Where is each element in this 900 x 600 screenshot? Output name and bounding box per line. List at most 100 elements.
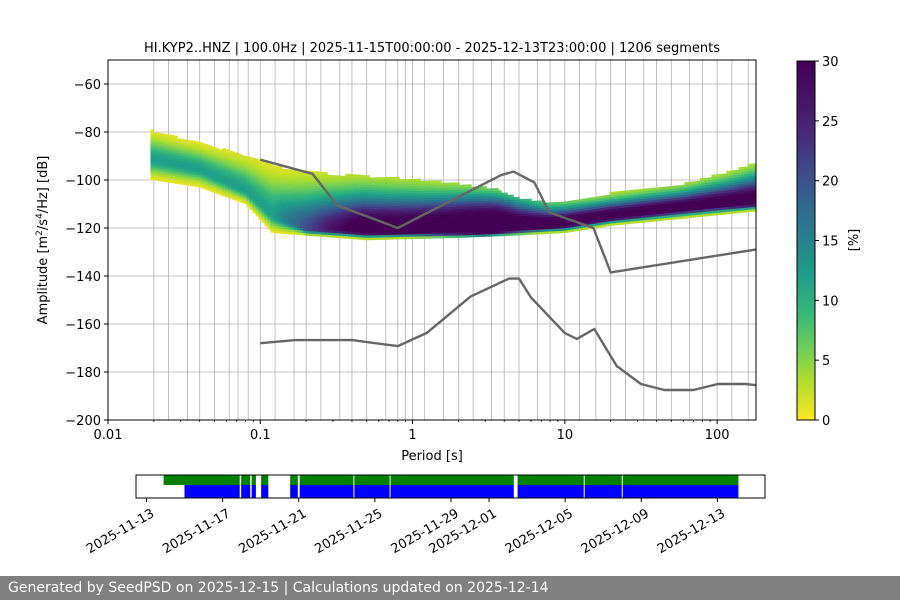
heatmap-cell xyxy=(174,161,178,165)
heatmap-cell xyxy=(411,183,415,187)
heatmap-cell xyxy=(699,192,703,196)
availability-strip: 2025-11-13 2025-11-17 2025-11-21 2025-11-25… xyxy=(84,474,766,557)
heatmap-cell xyxy=(681,192,685,195)
heatmap-cell xyxy=(381,229,385,233)
heatmap-cell xyxy=(381,213,385,216)
heatmap-cell xyxy=(468,232,472,236)
series-line-nhnm xyxy=(259,158,756,274)
heatmap-cell xyxy=(621,195,625,199)
heatmap-cell xyxy=(351,193,355,197)
heatmap-cell xyxy=(753,201,756,205)
heatmap-cell xyxy=(492,188,496,191)
heatmap-cell xyxy=(279,199,283,203)
heatmap-cell xyxy=(495,226,499,230)
heatmap-cell xyxy=(420,188,424,191)
heatmap-cell xyxy=(306,228,310,232)
heatmap-cell xyxy=(585,200,589,204)
heatmap-cell xyxy=(195,160,199,164)
heatmap-cell xyxy=(156,132,160,136)
heatmap-cell xyxy=(552,216,556,220)
heatmap-cell xyxy=(246,194,250,198)
heatmap-cell xyxy=(486,202,490,206)
heatmap-cell xyxy=(348,217,352,220)
heatmap-cell xyxy=(579,215,583,219)
heatmap-cell xyxy=(327,174,331,178)
heatmap-cell xyxy=(189,154,193,158)
heatmap-cell xyxy=(681,206,685,210)
heatmap-cell xyxy=(696,190,700,194)
heatmap-cell xyxy=(441,211,445,215)
heatmap-cell xyxy=(390,196,394,199)
heatmap-cell xyxy=(528,227,532,231)
heatmap-cell xyxy=(747,171,751,174)
heatmap-cell xyxy=(579,206,583,209)
heatmap-cell xyxy=(684,210,688,214)
heatmap-cell xyxy=(621,219,625,223)
heatmap-cell xyxy=(432,216,436,220)
heatmap-cell xyxy=(276,199,280,203)
heatmap-cell xyxy=(546,228,550,232)
heatmap-cell xyxy=(630,194,634,198)
heatmap-cell xyxy=(243,179,247,183)
heatmap-cell xyxy=(153,175,157,179)
heatmap-cell xyxy=(261,213,265,216)
heatmap-cell xyxy=(657,211,661,214)
heatmap-cell xyxy=(741,195,745,199)
heatmap-cell xyxy=(441,192,445,196)
heatmap-cell xyxy=(288,198,292,201)
heatmap-cell xyxy=(495,231,499,234)
heatmap-cell xyxy=(264,204,268,208)
heatmap-cell xyxy=(636,220,640,224)
heatmap-cell xyxy=(681,187,685,190)
heatmap-cell xyxy=(156,166,160,169)
heatmap-cell xyxy=(540,212,544,216)
heatmap-cell xyxy=(426,188,430,191)
heatmap-cell xyxy=(576,201,580,205)
heatmap-cell xyxy=(249,188,253,191)
heatmap-cell xyxy=(477,195,481,199)
heatmap-cell xyxy=(309,233,313,237)
heatmap-cell xyxy=(423,204,427,208)
heatmap-cell xyxy=(258,166,262,170)
heatmap-cell xyxy=(618,219,622,223)
heatmap-cell xyxy=(231,177,235,181)
heatmap-cell xyxy=(597,201,601,204)
heatmap-cell xyxy=(600,202,604,206)
heatmap-cell xyxy=(681,216,685,219)
heatmap-cell xyxy=(738,174,742,178)
heatmap-cell xyxy=(345,178,349,182)
y-tick-label: −120 xyxy=(65,222,101,237)
heatmap-cell xyxy=(669,195,673,199)
heatmap-cell xyxy=(474,227,478,231)
heatmap-cell xyxy=(615,215,619,219)
heatmap-cell xyxy=(465,184,469,188)
heatmap-cell xyxy=(465,210,469,214)
heatmap-cell xyxy=(288,222,292,225)
heatmap-cell xyxy=(375,222,379,226)
heatmap-cell xyxy=(747,185,751,189)
heatmap-cell xyxy=(744,181,748,184)
heatmap-cell xyxy=(363,211,367,214)
heatmap-cell xyxy=(687,198,691,202)
heatmap-cell xyxy=(492,192,496,196)
heatmap-cell xyxy=(462,196,466,200)
heatmap-cell xyxy=(711,184,715,187)
heatmap-cell xyxy=(237,199,241,202)
heatmap-cell xyxy=(453,232,457,236)
heatmap-cell xyxy=(447,228,451,231)
heatmap-cell xyxy=(528,217,532,221)
heatmap-cell xyxy=(591,211,595,215)
heatmap-cell xyxy=(312,187,316,191)
heatmap-cell xyxy=(180,165,184,168)
heatmap-cell xyxy=(744,209,748,213)
heatmap-cell xyxy=(249,169,253,172)
heatmap-cell xyxy=(390,181,394,185)
heatmap-cell xyxy=(549,209,553,213)
heatmap-cell xyxy=(324,181,328,185)
heatmap-cell xyxy=(378,182,382,185)
heatmap-cell xyxy=(273,192,277,195)
heatmap-cell xyxy=(180,138,184,142)
heatmap-cell xyxy=(426,192,430,196)
heatmap-cell xyxy=(273,175,277,179)
heatmap-cell xyxy=(624,209,628,213)
